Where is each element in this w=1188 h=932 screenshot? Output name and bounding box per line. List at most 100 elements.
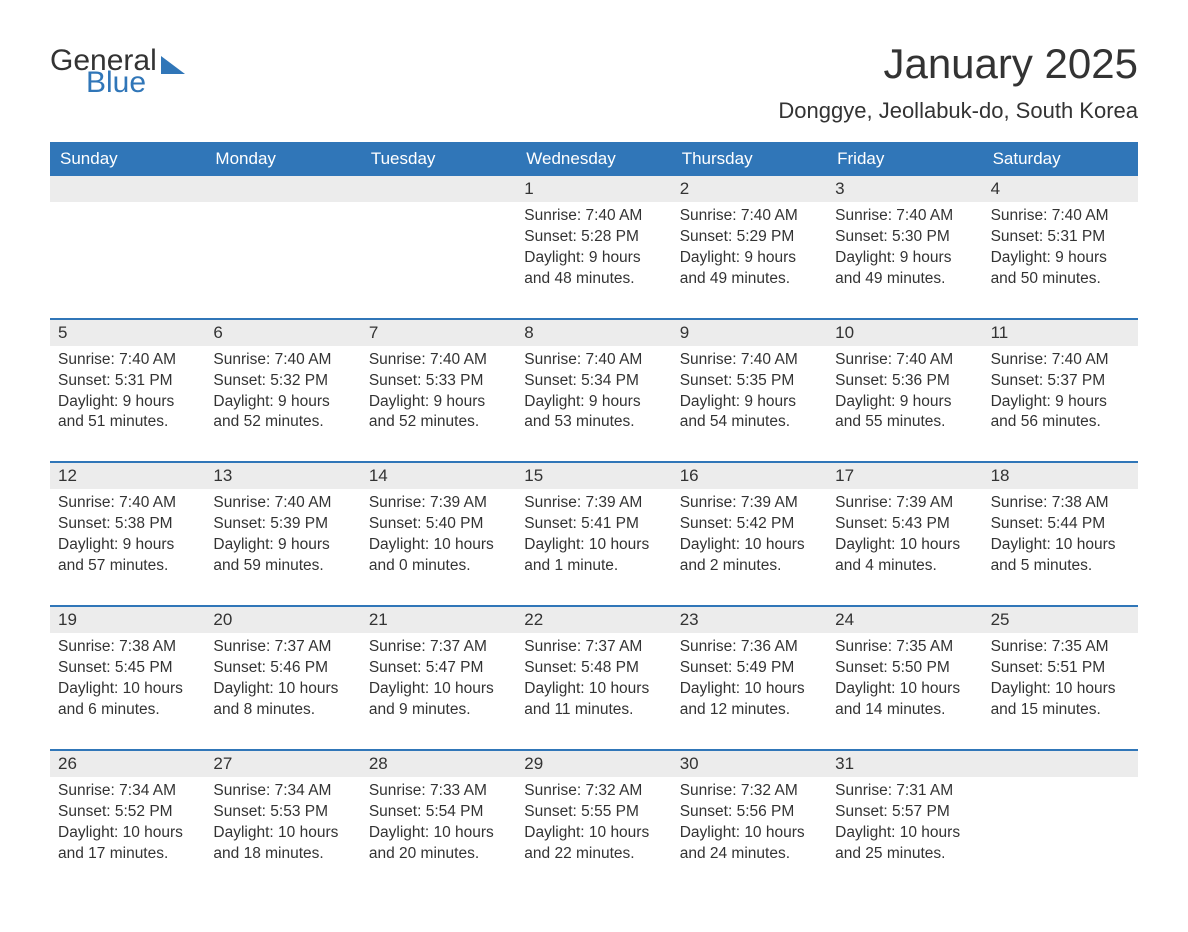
day-number: 2	[672, 176, 827, 202]
calendar-day: 30Sunrise: 7:32 AMSunset: 5:56 PMDayligh…	[672, 751, 827, 893]
sunset-line: Sunset: 5:49 PM	[680, 658, 819, 679]
calendar-day: 28Sunrise: 7:33 AMSunset: 5:54 PMDayligh…	[361, 751, 516, 893]
day-details: Sunrise: 7:32 AMSunset: 5:55 PMDaylight:…	[516, 777, 671, 865]
calendar-day: 20Sunrise: 7:37 AMSunset: 5:46 PMDayligh…	[205, 607, 360, 749]
daylight-line: Daylight: 10 hours and 1 minute.	[524, 535, 663, 577]
day-details: Sunrise: 7:40 AMSunset: 5:29 PMDaylight:…	[672, 202, 827, 290]
day-details: Sunrise: 7:40 AMSunset: 5:38 PMDaylight:…	[50, 489, 205, 577]
day-details: Sunrise: 7:40 AMSunset: 5:36 PMDaylight:…	[827, 346, 982, 434]
calendar-week: 12Sunrise: 7:40 AMSunset: 5:38 PMDayligh…	[50, 461, 1138, 605]
sunrise-line: Sunrise: 7:40 AM	[835, 206, 974, 227]
sunset-line: Sunset: 5:36 PM	[835, 371, 974, 392]
title-block: January 2025 Donggye, Jeollabuk-do, Sout…	[778, 40, 1138, 124]
daylight-line: Daylight: 9 hours and 56 minutes.	[991, 392, 1130, 434]
page-title: January 2025	[778, 40, 1138, 88]
day-details: Sunrise: 7:37 AMSunset: 5:46 PMDaylight:…	[205, 633, 360, 721]
daylight-line: Daylight: 9 hours and 54 minutes.	[680, 392, 819, 434]
day-number: 26	[50, 751, 205, 777]
daylight-line: Daylight: 9 hours and 52 minutes.	[369, 392, 508, 434]
sunrise-line: Sunrise: 7:32 AM	[524, 781, 663, 802]
day-number: 15	[516, 463, 671, 489]
day-number: 28	[361, 751, 516, 777]
day-details: Sunrise: 7:40 AMSunset: 5:31 PMDaylight:…	[50, 346, 205, 434]
daylight-line: Daylight: 10 hours and 4 minutes.	[835, 535, 974, 577]
daylight-line: Daylight: 10 hours and 17 minutes.	[58, 823, 197, 865]
sunrise-line: Sunrise: 7:39 AM	[835, 493, 974, 514]
sunset-line: Sunset: 5:51 PM	[991, 658, 1130, 679]
sunset-line: Sunset: 5:34 PM	[524, 371, 663, 392]
day-number: 16	[672, 463, 827, 489]
daylight-line: Daylight: 9 hours and 50 minutes.	[991, 248, 1130, 290]
sunrise-line: Sunrise: 7:34 AM	[58, 781, 197, 802]
sunrise-line: Sunrise: 7:37 AM	[213, 637, 352, 658]
daylight-line: Daylight: 9 hours and 53 minutes.	[524, 392, 663, 434]
day-number: 8	[516, 320, 671, 346]
sunset-line: Sunset: 5:41 PM	[524, 514, 663, 535]
daylight-line: Daylight: 10 hours and 11 minutes.	[524, 679, 663, 721]
day-details: Sunrise: 7:40 AMSunset: 5:35 PMDaylight:…	[672, 346, 827, 434]
sunrise-line: Sunrise: 7:34 AM	[213, 781, 352, 802]
sunset-line: Sunset: 5:46 PM	[213, 658, 352, 679]
sunrise-line: Sunrise: 7:36 AM	[680, 637, 819, 658]
day-header: Wednesday	[516, 142, 671, 176]
calendar-day: 11Sunrise: 7:40 AMSunset: 5:37 PMDayligh…	[983, 320, 1138, 462]
day-details: Sunrise: 7:37 AMSunset: 5:47 PMDaylight:…	[361, 633, 516, 721]
day-details: Sunrise: 7:31 AMSunset: 5:57 PMDaylight:…	[827, 777, 982, 865]
logo-text-blue: Blue	[86, 68, 157, 98]
sunrise-line: Sunrise: 7:32 AM	[680, 781, 819, 802]
day-number: 3	[827, 176, 982, 202]
sunrise-line: Sunrise: 7:38 AM	[58, 637, 197, 658]
sunset-line: Sunset: 5:37 PM	[991, 371, 1130, 392]
calendar-day: 26Sunrise: 7:34 AMSunset: 5:52 PMDayligh…	[50, 751, 205, 893]
sunset-line: Sunset: 5:31 PM	[58, 371, 197, 392]
sunrise-line: Sunrise: 7:38 AM	[991, 493, 1130, 514]
calendar-day: 1Sunrise: 7:40 AMSunset: 5:28 PMDaylight…	[516, 176, 671, 318]
day-number: 19	[50, 607, 205, 633]
daylight-line: Daylight: 10 hours and 18 minutes.	[213, 823, 352, 865]
calendar-day: 14Sunrise: 7:39 AMSunset: 5:40 PMDayligh…	[361, 463, 516, 605]
sunset-line: Sunset: 5:29 PM	[680, 227, 819, 248]
calendar-day: 6Sunrise: 7:40 AMSunset: 5:32 PMDaylight…	[205, 320, 360, 462]
day-details: Sunrise: 7:40 AMSunset: 5:33 PMDaylight:…	[361, 346, 516, 434]
day-header: Tuesday	[361, 142, 516, 176]
day-number: 7	[361, 320, 516, 346]
calendar-day: 19Sunrise: 7:38 AMSunset: 5:45 PMDayligh…	[50, 607, 205, 749]
logo-triangle-icon	[161, 56, 185, 74]
day-number: 27	[205, 751, 360, 777]
daylight-line: Daylight: 9 hours and 52 minutes.	[213, 392, 352, 434]
daylight-line: Daylight: 10 hours and 25 minutes.	[835, 823, 974, 865]
day-details: Sunrise: 7:34 AMSunset: 5:52 PMDaylight:…	[50, 777, 205, 865]
sunset-line: Sunset: 5:52 PM	[58, 802, 197, 823]
daylight-line: Daylight: 10 hours and 15 minutes.	[991, 679, 1130, 721]
calendar-day: 16Sunrise: 7:39 AMSunset: 5:42 PMDayligh…	[672, 463, 827, 605]
daylight-line: Daylight: 9 hours and 49 minutes.	[680, 248, 819, 290]
sunrise-line: Sunrise: 7:40 AM	[991, 206, 1130, 227]
sunset-line: Sunset: 5:38 PM	[58, 514, 197, 535]
day-number: 25	[983, 607, 1138, 633]
day-number: 31	[827, 751, 982, 777]
calendar-day: 8Sunrise: 7:40 AMSunset: 5:34 PMDaylight…	[516, 320, 671, 462]
calendar-day: 15 Sunrise: 7:39 AMSunset: 5:41 PMDayligh…	[516, 463, 671, 605]
location-text: Donggye, Jeollabuk-do, South Korea	[778, 98, 1138, 124]
day-number: 22	[516, 607, 671, 633]
daylight-line: Daylight: 9 hours and 48 minutes.	[524, 248, 663, 290]
sunset-line: Sunset: 5:32 PM	[213, 371, 352, 392]
sunset-line: Sunset: 5:43 PM	[835, 514, 974, 535]
day-details: Sunrise: 7:40 AMSunset: 5:30 PMDaylight:…	[827, 202, 982, 290]
sunrise-line: Sunrise: 7:39 AM	[524, 493, 663, 514]
sunrise-line: Sunrise: 7:40 AM	[369, 350, 508, 371]
day-details: Sunrise: 7:39 AMSunset: 5:43 PMDaylight:…	[827, 489, 982, 577]
sunset-line: Sunset: 5:47 PM	[369, 658, 508, 679]
calendar-day: 22Sunrise: 7:37 AMSunset: 5:48 PMDayligh…	[516, 607, 671, 749]
calendar-day: 7Sunrise: 7:40 AMSunset: 5:33 PMDaylight…	[361, 320, 516, 462]
calendar: SundayMondayTuesdayWednesdayThursdayFrid…	[50, 142, 1138, 892]
day-details: Sunrise: 7:40 AMSunset: 5:28 PMDaylight:…	[516, 202, 671, 290]
sunrise-line: Sunrise: 7:37 AM	[369, 637, 508, 658]
day-details: Sunrise: 7:40 AMSunset: 5:37 PMDaylight:…	[983, 346, 1138, 434]
day-number: 13	[205, 463, 360, 489]
sunrise-line: Sunrise: 7:40 AM	[524, 206, 663, 227]
day-number: 24	[827, 607, 982, 633]
sunrise-line: Sunrise: 7:37 AM	[524, 637, 663, 658]
sunrise-line: Sunrise: 7:40 AM	[213, 350, 352, 371]
daylight-line: Daylight: 10 hours and 9 minutes.	[369, 679, 508, 721]
